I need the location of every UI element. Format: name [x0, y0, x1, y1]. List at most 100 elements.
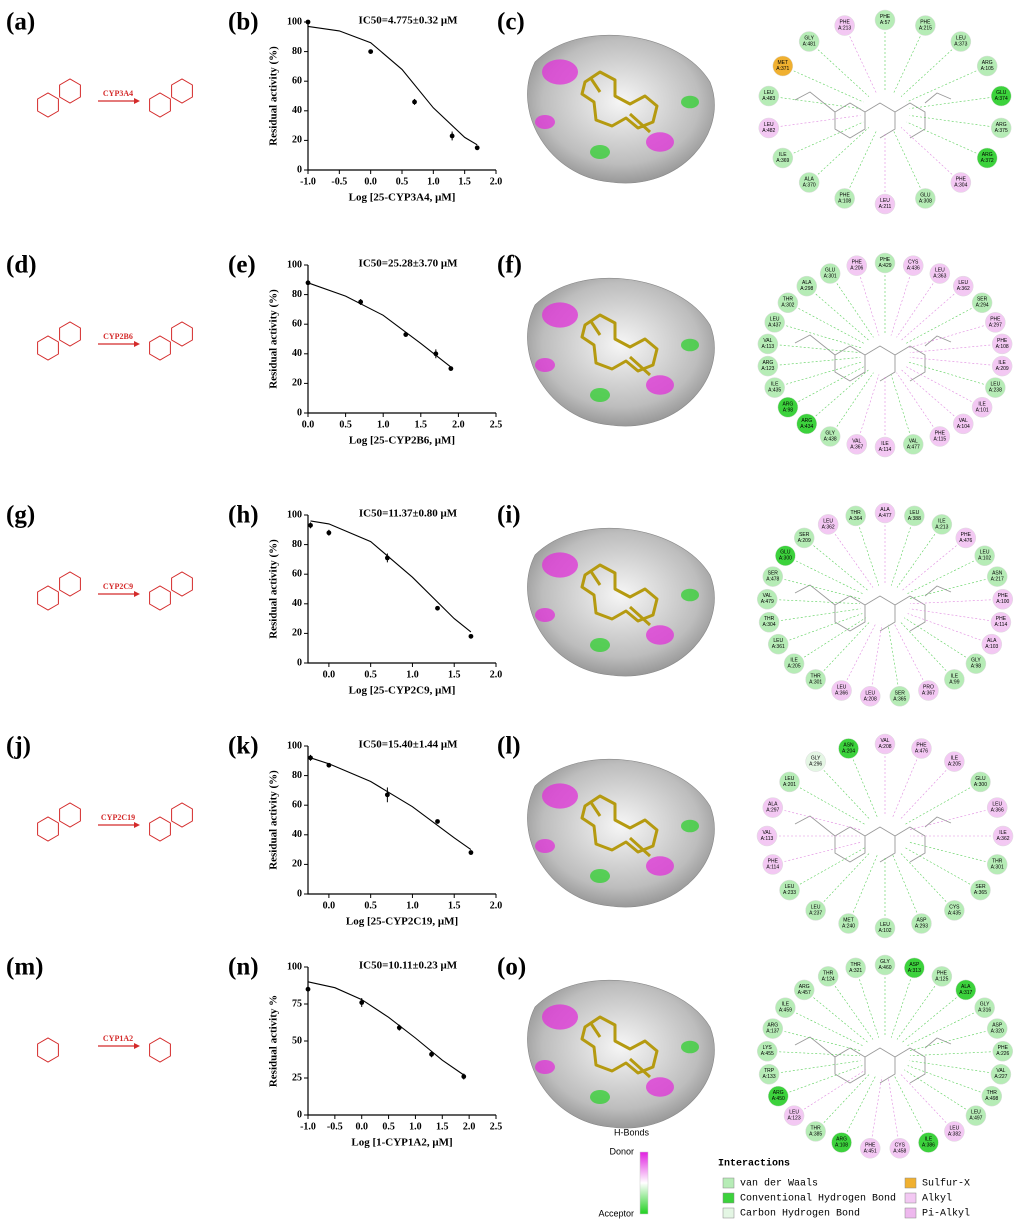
residue	[846, 255, 868, 276]
residue-label: GLU A:300	[974, 776, 987, 788]
legend-label: Carbon Hydrogen Bond	[740, 1208, 860, 1220]
residue	[950, 31, 972, 52]
interaction-line	[890, 374, 914, 445]
x-tick-label: 0.0	[323, 900, 336, 911]
residue-label: PHE A:115	[933, 431, 946, 443]
x-tick-label: 0.5	[364, 900, 377, 911]
residue	[756, 588, 778, 610]
residue-label: VAL A:367	[850, 439, 863, 451]
chart-title: IC50=15.40±1.44 μM	[359, 739, 459, 751]
y-tick-label: 80	[292, 770, 302, 781]
x-tick-label: 1.0	[377, 419, 390, 430]
residue-label: LEU A:102	[978, 550, 991, 562]
interaction-line	[774, 361, 862, 388]
structure-ring	[171, 802, 193, 828]
residue	[831, 680, 852, 701]
hbond-acceptor: Acceptor	[598, 1208, 634, 1218]
panel-label: (k)	[228, 733, 259, 760]
interaction-line	[893, 623, 929, 691]
x-tick-label: 1.5	[415, 419, 428, 430]
residue-label: LEU A:238	[989, 382, 1002, 394]
residue	[950, 172, 972, 193]
residue	[762, 854, 784, 875]
data-point	[305, 986, 311, 992]
residue	[796, 275, 818, 297]
docking-surface	[527, 34, 715, 184]
interaction-line	[901, 369, 964, 425]
residue-label: CYS A:436	[907, 260, 920, 272]
y-tick-label: 100	[287, 961, 302, 972]
interaction-line	[815, 851, 871, 911]
residue	[986, 1018, 1008, 1039]
x-axis-label: Log [25-CYP3A4, μM]	[349, 192, 456, 204]
hbond-colorbar	[639, 1151, 649, 1215]
ligand-skeleton	[794, 91, 952, 139]
residue-label: LYS A:455	[761, 1046, 774, 1058]
interaction-line	[844, 130, 877, 199]
interaction-line	[769, 608, 861, 623]
y-tick-label: 25	[292, 1072, 302, 1083]
residue-label: MET A:240	[842, 918, 855, 930]
residue	[831, 1132, 852, 1153]
surface	[527, 34, 715, 184]
interaction-line	[904, 1069, 977, 1116]
residue	[874, 193, 896, 215]
surface-patch	[590, 145, 610, 159]
y-axis-label: Residual activity (%)	[268, 539, 280, 639]
residue	[775, 545, 796, 566]
y-axis-label: Residual activity (%)	[268, 46, 280, 146]
residue	[783, 653, 805, 674]
residue	[764, 377, 785, 398]
enzyme-label: CYP2C9	[103, 582, 133, 591]
residue-label: ARG A:434	[800, 418, 813, 430]
interaction-line	[908, 1028, 998, 1052]
interaction-line	[827, 524, 874, 588]
residue-label: LEU A:208	[864, 691, 877, 703]
x-tick-label: 0.5	[396, 176, 409, 187]
interaction-line	[855, 967, 880, 1038]
interaction-line	[869, 1076, 883, 1149]
residue	[952, 413, 974, 435]
interaction-line	[804, 537, 869, 591]
data-point	[433, 351, 439, 357]
interaction-line	[901, 285, 964, 341]
interaction-line	[768, 95, 861, 109]
arrow-head	[134, 1043, 140, 1049]
x-tick-label: 0.0	[302, 419, 315, 430]
residue	[986, 566, 1008, 587]
residue-label: ASN A:217	[991, 571, 1004, 583]
panel-label: (e)	[228, 252, 256, 279]
structure-ring	[37, 585, 59, 611]
hbond-donor: Donor	[609, 1146, 634, 1156]
residue-label: VAL A:227	[994, 1069, 1007, 1081]
ligand	[580, 313, 659, 377]
panel-label: (i)	[497, 502, 521, 529]
interaction-line	[906, 65, 988, 103]
interaction-line	[909, 608, 1001, 623]
x-tick-label: 1.0	[406, 669, 419, 680]
residue	[931, 966, 953, 987]
interaction-line	[815, 761, 871, 821]
residue-label: PHE A:108	[996, 338, 1009, 350]
y-axis-label: Residual activity (%)	[268, 770, 280, 870]
residue-label: PRO A:367	[922, 685, 935, 697]
residue	[991, 355, 1013, 377]
residue-label: PHE A:429	[878, 257, 891, 269]
x-tick-label: 1.0	[406, 900, 419, 911]
residue-label: ARG A:372	[981, 152, 994, 164]
x-axis-label: Log [25-CYP2C19, μM]	[346, 916, 458, 928]
docking-surface	[527, 277, 715, 427]
residue-label: LEU A:123	[788, 1110, 801, 1122]
surface-patch	[681, 1040, 699, 1054]
y-tick-label: 100	[287, 259, 302, 270]
y-tick-label: 75	[292, 998, 302, 1009]
structure-ring	[149, 585, 171, 611]
residue	[965, 1105, 987, 1126]
residue-label: LEU A:437	[768, 317, 781, 329]
residue-label: ARG A:98	[782, 402, 793, 414]
residue	[974, 545, 995, 566]
residue-label: ASP A:320	[991, 1023, 1004, 1035]
data-point	[326, 530, 332, 536]
x-tick-label: 1.5	[458, 176, 471, 187]
residue	[805, 669, 826, 690]
